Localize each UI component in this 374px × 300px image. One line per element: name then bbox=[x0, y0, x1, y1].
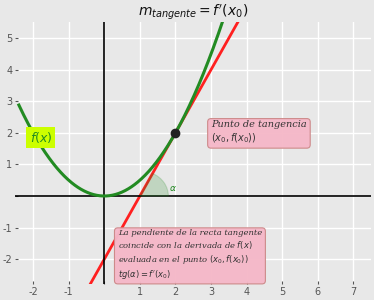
Title: $m_{tangente} = f'(x_0)$: $m_{tangente} = f'(x_0)$ bbox=[138, 3, 248, 22]
Wedge shape bbox=[140, 173, 168, 196]
Text: $f(x)$: $f(x)$ bbox=[30, 130, 52, 145]
Text: La pendiente de la recta tangente
coincide con la derivada de $f(x)$
evaluada en: La pendiente de la recta tangente coinci… bbox=[118, 229, 262, 280]
Text: Punto de tangencia
$(x_0, f(x_0))$: Punto de tangencia $(x_0, f(x_0))$ bbox=[211, 120, 307, 145]
Text: $\alpha$: $\alpha$ bbox=[169, 184, 177, 193]
